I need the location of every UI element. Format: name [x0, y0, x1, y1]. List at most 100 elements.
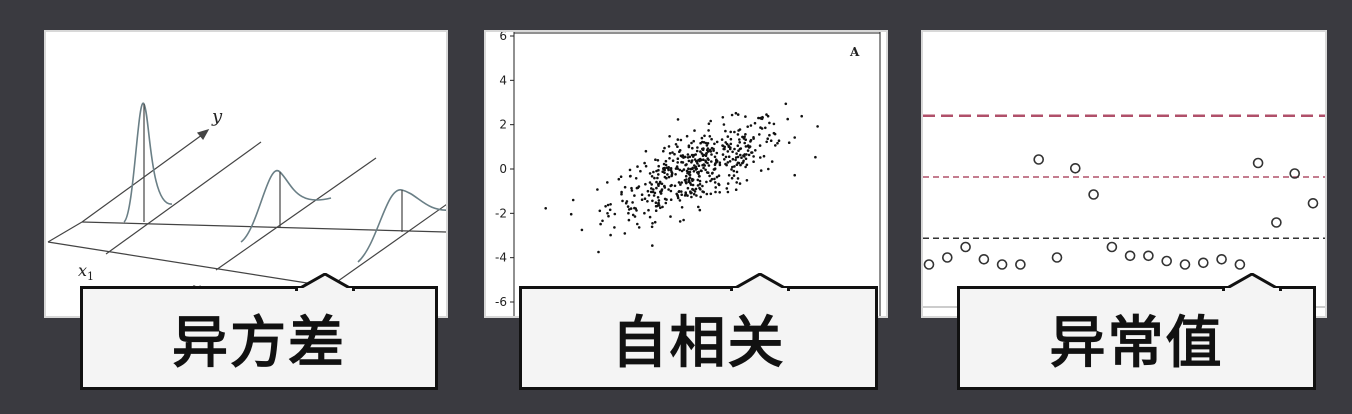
scatter-point [625, 200, 629, 203]
scatter-point [657, 182, 660, 186]
scatter-point [655, 204, 659, 208]
scatter-point [715, 151, 719, 155]
scatter-point [636, 165, 639, 168]
scatter-point [692, 192, 696, 196]
scatter-point [713, 142, 716, 146]
scatter-point [676, 161, 679, 164]
scatter-point [727, 155, 731, 158]
scatter-point [604, 205, 607, 208]
scatter-point [654, 209, 658, 212]
reference-lines [923, 114, 1325, 239]
scatter-point [800, 114, 803, 118]
scatter-point [655, 180, 658, 184]
scatter-point [661, 205, 664, 209]
scatter-point [682, 168, 686, 171]
scatter-point [630, 186, 633, 190]
scatter-point [706, 148, 709, 152]
scatter-point [745, 179, 749, 182]
scatter-point [607, 214, 610, 218]
scatter-point [693, 190, 697, 193]
scatter-point [675, 165, 679, 168]
scatter-point [704, 159, 707, 162]
scatter-point [776, 141, 779, 145]
scatter-point [746, 125, 749, 128]
scatter-point [678, 168, 682, 172]
scatter-point [705, 180, 708, 184]
data-point [941, 252, 953, 263]
scatter-point [744, 115, 747, 118]
scatter-point [727, 174, 731, 177]
scatter-point [742, 154, 745, 157]
scatter-point [627, 218, 631, 222]
scatter-point [651, 199, 654, 203]
scatter-point [640, 193, 644, 196]
scatter-point [656, 196, 660, 199]
scatter-point [656, 159, 660, 162]
scatter-point [733, 130, 736, 134]
scatter-point [639, 169, 642, 173]
scatter-point [679, 138, 683, 142]
panel-corner-label: A [849, 45, 860, 59]
scatter-point [699, 169, 703, 172]
scatter-point [698, 179, 702, 183]
scatter-point [653, 220, 657, 224]
scatter-point [629, 174, 632, 178]
scatter-point [702, 166, 705, 170]
scatter-point [676, 157, 680, 160]
scatter-point [663, 186, 667, 189]
scatter-point [648, 215, 652, 219]
scatter-point [673, 184, 677, 188]
scatter-point [735, 170, 739, 174]
y-axis-label: y [211, 106, 223, 127]
scatter-point [698, 182, 702, 186]
scatter-point [730, 168, 733, 171]
scatter-point [608, 208, 612, 212]
scatter-point [752, 137, 755, 140]
scatter-point [715, 140, 719, 144]
scatter-point [669, 184, 672, 188]
scatter-point [730, 113, 734, 117]
scatter-point [680, 169, 684, 173]
scatter-point [793, 173, 796, 177]
scatter-point [631, 213, 635, 217]
scatter-point [702, 141, 706, 144]
scatter-point [627, 211, 630, 215]
scatter-point [613, 226, 616, 229]
scatter-point [697, 205, 700, 209]
scatter-point [733, 165, 736, 168]
scatter-point [646, 189, 650, 193]
scatter-point [687, 167, 690, 170]
scatter-point [757, 116, 760, 120]
y-tick-label: 0 [499, 162, 507, 176]
data-point [960, 241, 971, 253]
scatter-point [713, 155, 717, 159]
scatter-point [648, 172, 652, 175]
scatter-point [721, 153, 725, 156]
scatter-point [650, 187, 653, 190]
scatter-point [673, 152, 676, 156]
scatter-point [736, 113, 740, 116]
scatter-point [715, 175, 719, 179]
scatter-point [686, 153, 690, 156]
density-curve-3 [357, 189, 446, 263]
scatter-point [735, 181, 738, 184]
scatter-point [723, 158, 726, 161]
scatter-point [663, 166, 666, 170]
scatter-point [613, 212, 617, 216]
scatter-point [678, 199, 682, 202]
scatter-point [736, 144, 740, 147]
scatter-point [654, 201, 658, 204]
scatter-point [680, 193, 683, 196]
scatter-point [724, 155, 728, 159]
scatter-point [713, 163, 717, 167]
scatter-point [655, 186, 658, 190]
density-curve-2 [240, 169, 332, 243]
scatter-point [765, 140, 768, 144]
scatter-point [690, 195, 693, 199]
scatter-point [692, 139, 695, 143]
density-curve-1 [123, 102, 173, 223]
caption-outliers: 异常值 [957, 273, 1316, 390]
caption-text: 异方差 [172, 310, 346, 376]
heteroscedasticity-diagram: y x1 x2 [47, 102, 446, 301]
scatter-point [701, 190, 704, 193]
